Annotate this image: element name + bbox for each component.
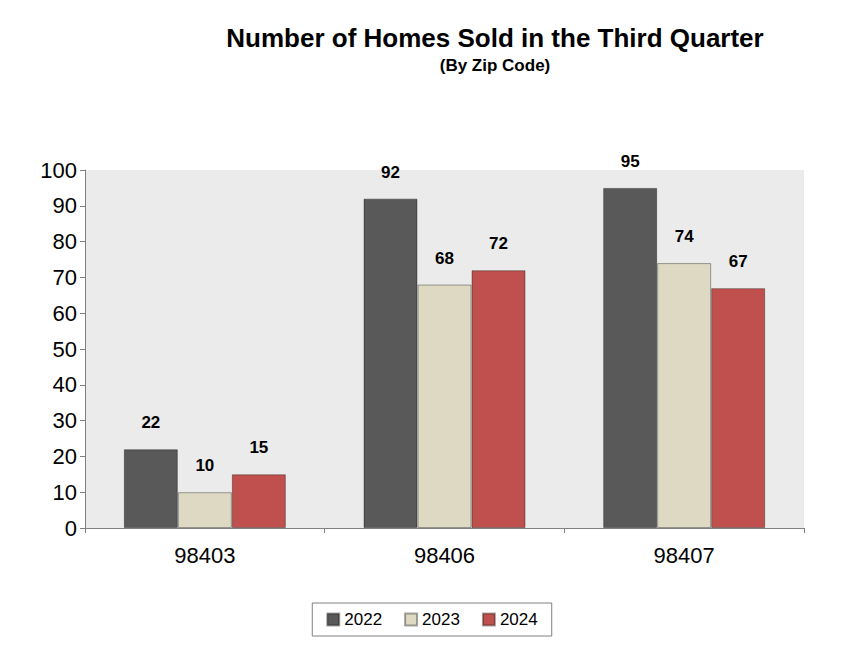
svg-text:98403: 98403	[174, 543, 235, 568]
svg-text:67: 67	[729, 252, 748, 271]
svg-text:2024: 2024	[500, 610, 538, 629]
svg-text:20: 20	[53, 444, 77, 469]
svg-text:74: 74	[675, 227, 694, 246]
svg-text:80: 80	[53, 229, 77, 254]
svg-text:22: 22	[141, 413, 160, 432]
svg-text:2022: 2022	[344, 610, 382, 629]
svg-text:72: 72	[489, 234, 508, 253]
svg-text:60: 60	[53, 301, 77, 326]
svg-text:40: 40	[53, 372, 77, 397]
svg-text:30: 30	[53, 408, 77, 433]
svg-text:98406: 98406	[414, 543, 475, 568]
svg-text:2023: 2023	[422, 610, 460, 629]
svg-text:15: 15	[249, 438, 268, 457]
svg-text:90: 90	[53, 193, 77, 218]
svg-text:50: 50	[53, 337, 77, 362]
svg-text:100: 100	[40, 158, 77, 183]
svg-text:10: 10	[53, 480, 77, 505]
svg-text:0: 0	[65, 516, 77, 541]
svg-text:10: 10	[195, 456, 214, 475]
svg-text:98407: 98407	[654, 543, 715, 568]
svg-text:70: 70	[53, 265, 77, 290]
svg-text:Number of Homes Sold in the Th: Number of Homes Sold in the Third Quarte…	[226, 23, 763, 53]
svg-text:95: 95	[621, 152, 640, 171]
svg-text:(By Zip Code): (By Zip Code)	[440, 56, 551, 75]
svg-text:92: 92	[381, 163, 400, 182]
svg-text:68: 68	[435, 249, 454, 268]
